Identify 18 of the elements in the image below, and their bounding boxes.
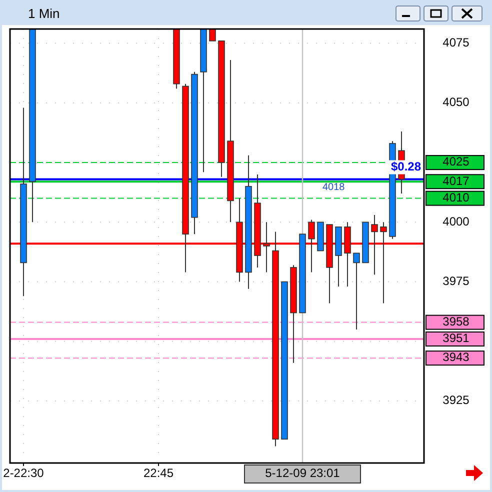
x-tick-label: 22:45 (143, 466, 174, 480)
ref-line-label: 3958 (442, 314, 470, 328)
candlestick (353, 252, 360, 330)
ref-line-label: 4017 (442, 174, 470, 188)
y-tick-label: 4075 (442, 35, 470, 50)
y-tick-label: 4050 (442, 95, 470, 110)
x-tick-label: 5-12-09 23:01 (265, 466, 340, 480)
ref-line-label: 3943 (442, 350, 470, 364)
y-tick-label: 3975 (442, 274, 470, 288)
ref-line-label: 4025 (442, 154, 470, 169)
ref-line-label: 4010 (442, 190, 470, 204)
x-tick-label: 2-22:30 (3, 466, 44, 480)
chart-title: 1 Min (28, 6, 60, 21)
ref-line-label: 4018 (322, 182, 346, 194)
y-tick-label: 3925 (442, 393, 470, 408)
annotation: $0.28 (390, 159, 422, 174)
y-tick-label: 4000 (442, 214, 470, 228)
ref-line-label: 3951 (442, 331, 470, 346)
